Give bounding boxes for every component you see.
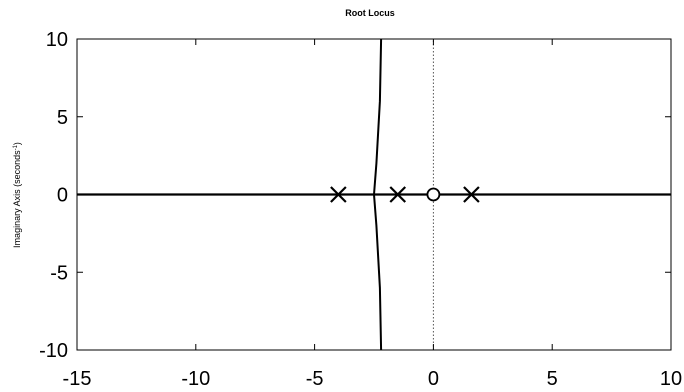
x-tick-label: 10 <box>660 368 682 390</box>
x-tick-label: 5 <box>547 368 558 390</box>
y-axis-label: Imaginary Axis (seconds-1) <box>12 142 22 248</box>
axis-ticks: -15 -10 -5 0 5 10 -10 -5 0 5 10 <box>39 29 682 390</box>
y-tick-label: -5 <box>50 262 68 284</box>
pole-marker-3 <box>463 186 480 203</box>
y-axis-label-exponent: -1 <box>13 144 19 150</box>
locus-branch-1 <box>372 38 383 351</box>
chart-marks <box>77 38 671 351</box>
x-tick-label: -15 <box>63 368 92 390</box>
pole-marker-1 <box>330 186 347 203</box>
y-tick-label: 0 <box>57 185 68 207</box>
y-axis-label-suffix: ) <box>12 142 22 145</box>
y-tick-label: 5 <box>57 107 68 129</box>
chart-title: Root Locus <box>345 8 395 18</box>
pole-marker-2 <box>389 186 407 203</box>
x-tick-label: 0 <box>428 368 439 390</box>
x-tick-label: -10 <box>181 368 210 390</box>
y-tick-label: -10 <box>39 340 68 362</box>
y-axis-label-prefix: Imaginary Axis (seconds <box>12 150 22 248</box>
y-tick-label: 10 <box>46 29 68 51</box>
x-tick-label: -5 <box>306 368 324 390</box>
zero-marker-1 <box>426 187 441 202</box>
